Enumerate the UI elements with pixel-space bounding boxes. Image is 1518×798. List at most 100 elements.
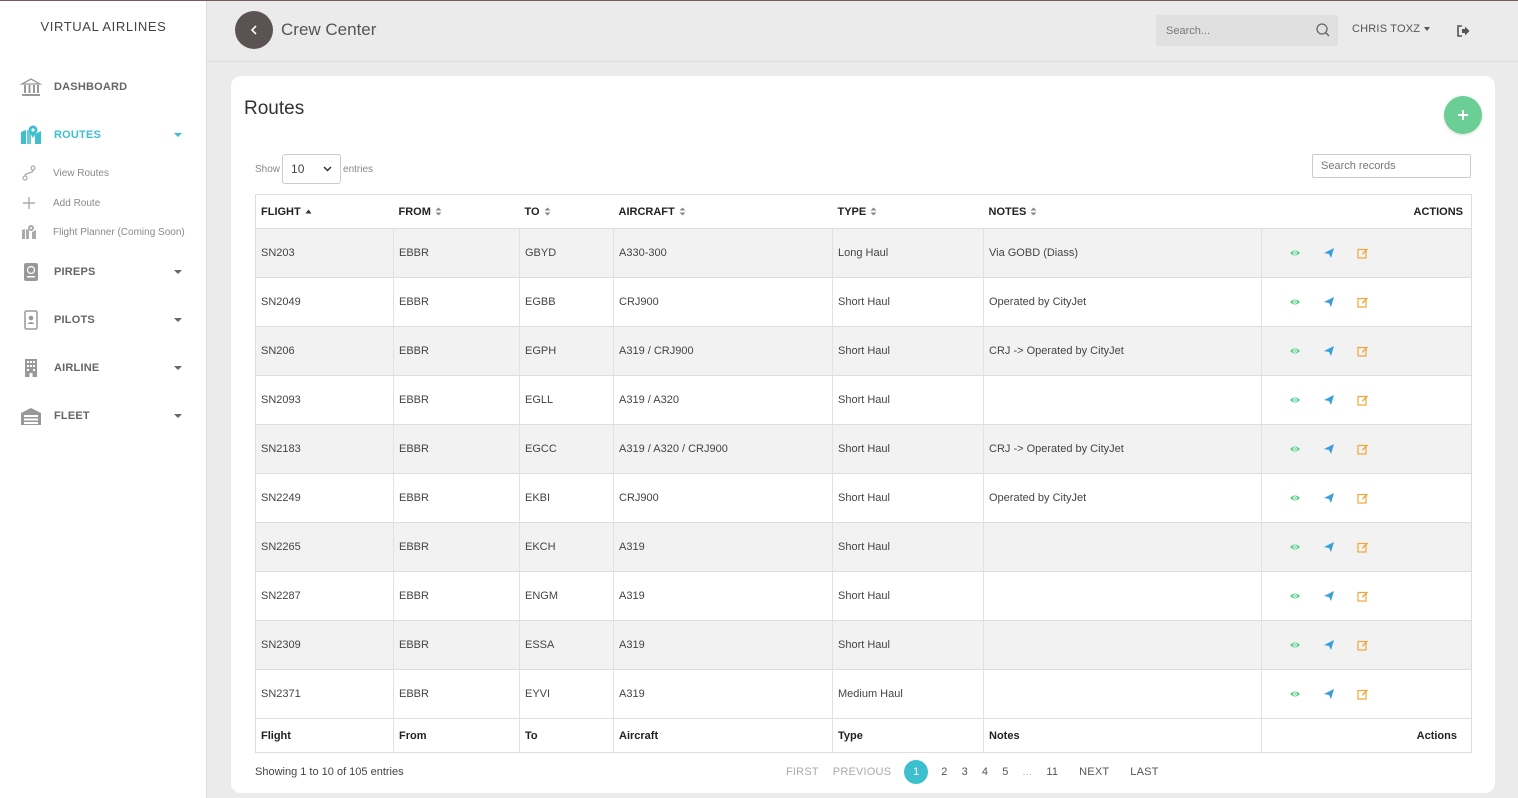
- column-header-notes[interactable]: NOTES: [983, 194, 1262, 229]
- sidebar-subitem-flight-planner[interactable]: Flight Planner (Coming Soon): [0, 222, 207, 242]
- paper-plane-icon[interactable]: [1323, 443, 1335, 455]
- cell-aircraft: A319: [613, 571, 833, 621]
- eye-icon[interactable]: [1289, 590, 1301, 602]
- edit-icon[interactable]: [1357, 247, 1369, 259]
- eye-icon[interactable]: [1289, 639, 1301, 651]
- pagination-previous[interactable]: PREVIOUS: [832, 766, 892, 778]
- paper-plane-icon[interactable]: [1323, 247, 1335, 259]
- page-title: Crew Center: [281, 20, 377, 39]
- sidebar-item-routes[interactable]: ROUTES: [0, 121, 207, 149]
- column-footer-flight: Flight: [255, 718, 394, 753]
- table-row: SN2371 EBBR EYVI A319 Medium Haul: [255, 669, 1472, 719]
- sidebar-item-airline[interactable]: AIRLINE: [0, 354, 207, 382]
- sort-icon: [544, 207, 551, 216]
- map-pin-icon: [21, 125, 41, 144]
- column-header-aircraft[interactable]: AIRCRAFT: [613, 194, 833, 229]
- eye-icon[interactable]: [1289, 688, 1301, 700]
- pagination-first[interactable]: FIRST: [786, 766, 819, 778]
- cell-aircraft: A319: [613, 522, 833, 572]
- paper-plane-icon[interactable]: [1323, 296, 1335, 308]
- pagination-page-3[interactable]: 3: [961, 766, 968, 778]
- sidebar-item-pireps[interactable]: PIREPS: [0, 258, 207, 286]
- table-row: SN2049 EBBR EGBB CRJ900 Short Haul Operated b…: [255, 277, 1472, 327]
- paper-plane-icon[interactable]: [1323, 394, 1335, 406]
- show-entries: Show 10 entries: [255, 154, 373, 184]
- pagination-last[interactable]: LAST: [1130, 766, 1159, 778]
- sidebar-item-label: DASHBOARD: [54, 81, 128, 93]
- eye-icon[interactable]: [1289, 345, 1301, 357]
- column-header-flight[interactable]: FLIGHT: [255, 194, 394, 229]
- search-input[interactable]: [1156, 15, 1338, 46]
- logout-icon[interactable]: [1455, 23, 1471, 39]
- sidebar-subitem-add-route[interactable]: Add Route: [0, 193, 207, 213]
- sidebar-item-fleet[interactable]: FLEET: [0, 402, 207, 430]
- eye-icon[interactable]: [1289, 394, 1301, 406]
- search-records-input[interactable]: [1312, 154, 1471, 178]
- edit-icon[interactable]: [1357, 296, 1369, 308]
- column-header-from[interactable]: FROM: [393, 194, 520, 229]
- table-row: SN2249 EBBR EKBI CRJ900 Short Haul Operated b…: [255, 473, 1472, 523]
- cell-type: Short Haul: [832, 277, 984, 327]
- eye-icon[interactable]: [1289, 247, 1301, 259]
- pagination-page-2[interactable]: 2: [941, 766, 948, 778]
- eye-icon[interactable]: [1289, 296, 1301, 308]
- pagination-next[interactable]: NEXT: [1079, 766, 1110, 778]
- cell-flight: SN2309: [255, 620, 394, 670]
- edit-icon[interactable]: [1357, 688, 1369, 700]
- cell-actions: [1261, 277, 1472, 327]
- map-marker-icon: [22, 225, 36, 239]
- cell-actions: [1261, 375, 1472, 425]
- entries-select[interactable]: 10: [282, 154, 342, 184]
- routes-table: FLIGHT FROM TO AIRCRAFT TYPE NOTES ACTIO…: [255, 194, 1472, 753]
- edit-icon[interactable]: [1357, 345, 1369, 357]
- cell-to: EGBB: [519, 277, 614, 327]
- cell-to: EGLL: [519, 375, 614, 425]
- table-footer-row: Flight From To Aircraft Type Notes Actio…: [255, 718, 1472, 753]
- cell-notes: [983, 620, 1262, 670]
- add-route-button[interactable]: [1444, 96, 1482, 134]
- cell-to: EGCC: [519, 424, 614, 474]
- search-icon[interactable]: [1315, 22, 1331, 38]
- edit-icon[interactable]: [1357, 639, 1369, 651]
- cell-notes: [983, 375, 1262, 425]
- paper-plane-icon[interactable]: [1323, 688, 1335, 700]
- cell-type: Long Haul: [832, 228, 984, 278]
- pagination-page-1[interactable]: 1: [904, 760, 929, 784]
- cell-flight: SN2249: [255, 473, 394, 523]
- sidebar-subitem-view-routes[interactable]: View Routes: [0, 163, 207, 183]
- pagination-page-11[interactable]: 11: [1046, 766, 1059, 778]
- eye-icon[interactable]: [1289, 541, 1301, 553]
- back-button[interactable]: [235, 11, 273, 49]
- user-menu[interactable]: CHRIS TOXZ: [1352, 23, 1431, 35]
- cell-type: Short Haul: [832, 375, 984, 425]
- paper-plane-icon[interactable]: [1323, 541, 1335, 553]
- caret-down-icon: [1424, 27, 1431, 31]
- top-header: Crew Center CHRIS TOXZ: [207, 1, 1518, 62]
- cell-flight: SN2265: [255, 522, 394, 572]
- edit-icon[interactable]: [1357, 541, 1369, 553]
- table-row: SN2265 EBBR EKCH A319 Short Haul: [255, 522, 1472, 572]
- sidebar-item-pilots[interactable]: PILOTS: [0, 306, 207, 334]
- sidebar-item-dashboard[interactable]: DASHBOARD: [0, 73, 207, 101]
- eye-icon[interactable]: [1289, 443, 1301, 455]
- paper-plane-icon[interactable]: [1323, 492, 1335, 504]
- pagination-page-5[interactable]: 5: [1002, 766, 1009, 778]
- paper-plane-icon[interactable]: [1323, 639, 1335, 651]
- edit-icon[interactable]: [1357, 590, 1369, 602]
- pagination-page-4[interactable]: 4: [981, 766, 989, 778]
- paper-plane-icon[interactable]: [1323, 345, 1335, 357]
- column-footer-actions: Actions: [1416, 729, 1457, 742]
- edit-icon[interactable]: [1357, 492, 1369, 504]
- column-header-to[interactable]: TO: [519, 194, 614, 229]
- sidebar-subitem-label: View Routes: [53, 167, 109, 179]
- cell-aircraft: CRJ900: [613, 277, 833, 327]
- cell-flight: SN2371: [255, 669, 394, 719]
- paper-plane-icon[interactable]: [1323, 590, 1335, 602]
- edit-icon[interactable]: [1357, 443, 1369, 455]
- edit-icon[interactable]: [1357, 394, 1369, 406]
- table-info: Showing 1 to 10 of 105 entries: [255, 766, 404, 778]
- cell-from: EBBR: [393, 571, 520, 621]
- table-row: SN206 EBBR EGPH A319 / CRJ900 Short Haul CRJ …: [255, 326, 1472, 376]
- eye-icon[interactable]: [1289, 492, 1301, 504]
- column-header-type[interactable]: TYPE: [832, 194, 984, 229]
